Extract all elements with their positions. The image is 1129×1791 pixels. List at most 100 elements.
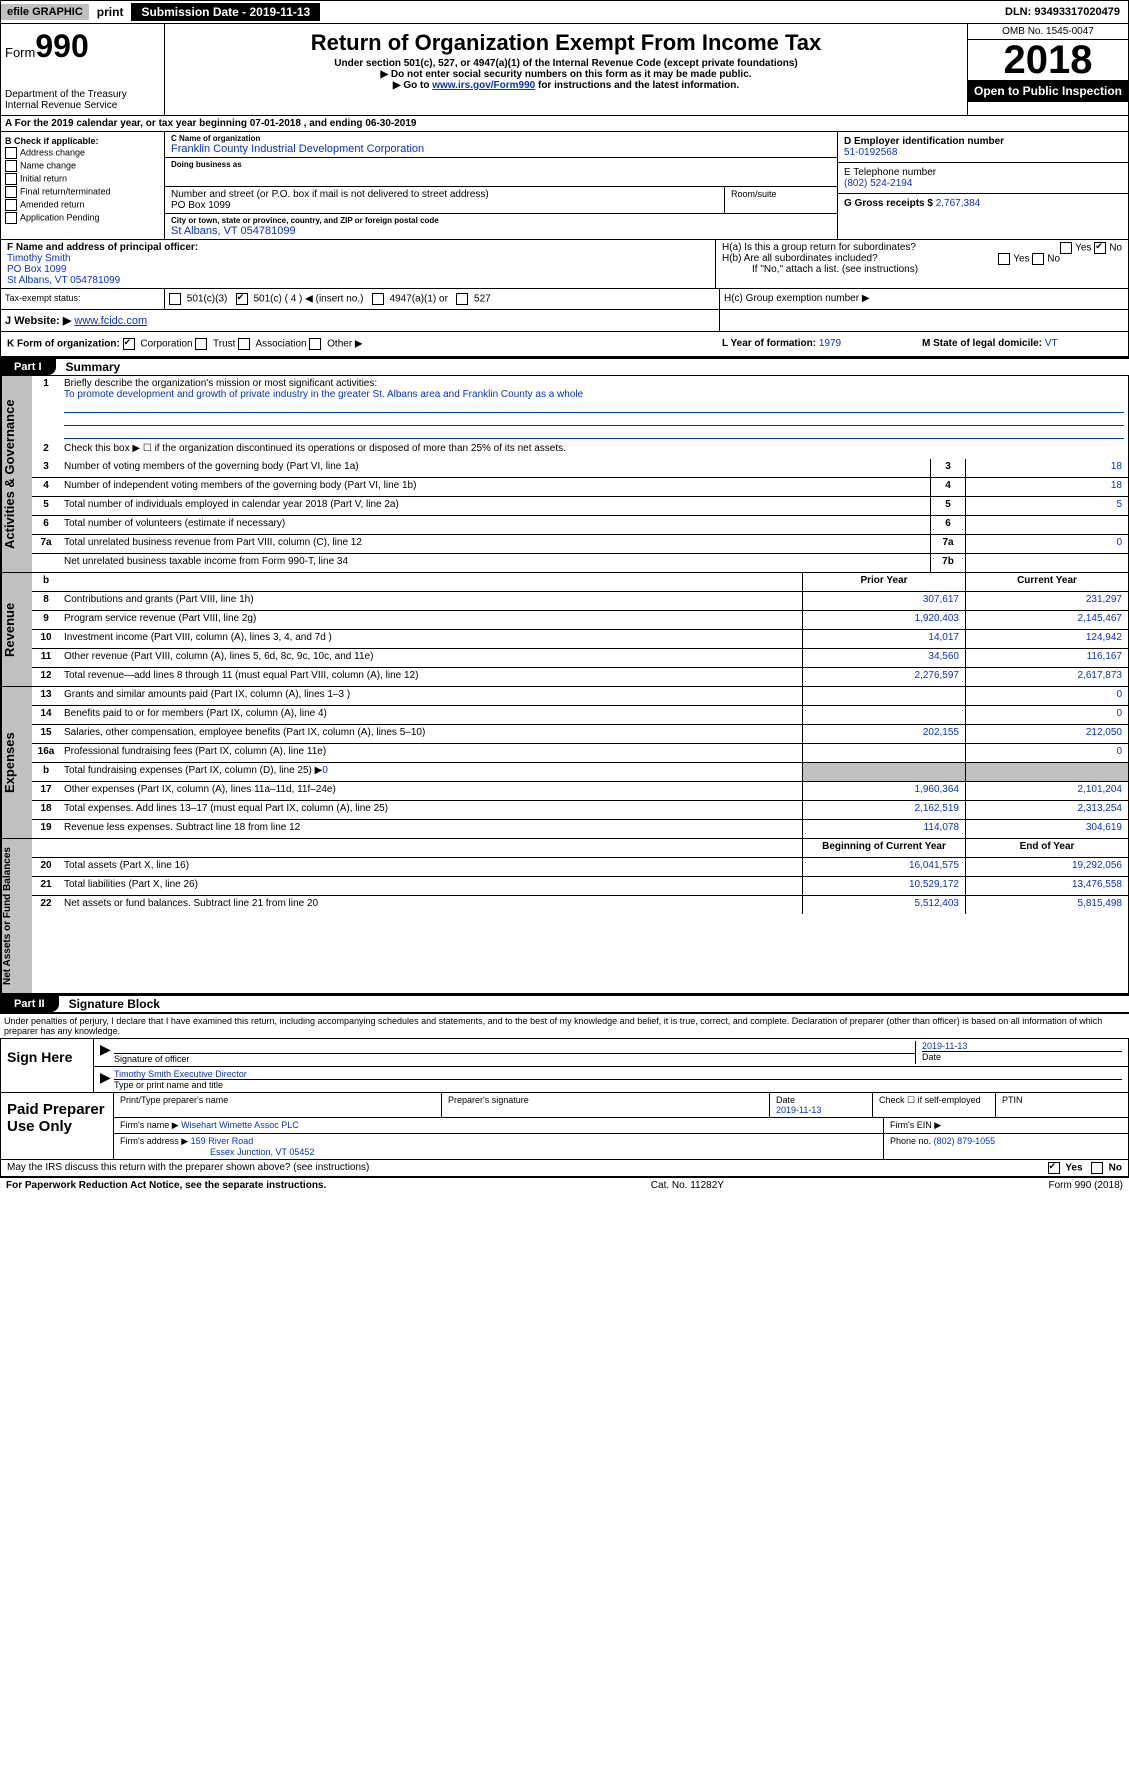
firm-address: 159 River Road xyxy=(191,1136,254,1146)
chk-application-pending[interactable]: Application Pending xyxy=(20,212,100,222)
subtitle-2: ▶ Do not enter social security numbers o… xyxy=(169,69,963,80)
room-suite-label: Room/suite xyxy=(725,187,837,213)
val-4: 18 xyxy=(965,478,1128,496)
chk-final-return[interactable]: Final return/terminated xyxy=(20,186,111,196)
firm-name: Wisehart Wimette Assoc PLC xyxy=(181,1120,299,1130)
val-7b xyxy=(965,554,1128,572)
chk-amended[interactable]: Amended return xyxy=(20,199,85,209)
city-label: City or town, state or province, country… xyxy=(171,216,831,225)
vtab-governance: Activities & Governance xyxy=(1,376,32,572)
part2-title: Signature Block xyxy=(59,997,160,1011)
subtitle-3b: for instructions and the latest informat… xyxy=(535,80,739,91)
state-domicile: VT xyxy=(1045,338,1058,349)
section-klm: K Form of organization: Corporation Trus… xyxy=(0,332,1129,357)
form-number: 990 xyxy=(35,28,88,64)
hc-label: H(c) Group exemption number ▶ xyxy=(719,289,1128,309)
hb-note: If "No," attach a list. (see instruction… xyxy=(722,264,1122,275)
year-formation: 1979 xyxy=(819,338,841,349)
ein-value: 51-0192568 xyxy=(844,147,897,158)
open-to-public: Open to Public Inspection xyxy=(968,80,1128,102)
instructions-link[interactable]: www.irs.gov/Form990 xyxy=(432,80,535,91)
dba-label: Doing business as xyxy=(171,160,831,169)
ha-label: H(a) Is this a group return for subordin… xyxy=(722,242,916,253)
penalty-text: Under penalties of perjury, I declare th… xyxy=(0,1012,1129,1038)
officer-name: Timothy Smith xyxy=(7,253,71,264)
tax-exempt-label: Tax-exempt status: xyxy=(1,289,165,309)
subtitle-1: Under section 501(c), 527, or 4947(a)(1)… xyxy=(169,58,963,69)
arrow-icon: ▶ xyxy=(100,1069,114,1090)
section-a: A For the 2019 calendar year, or tax yea… xyxy=(0,116,1129,132)
dln: DLN: 93493317020479 xyxy=(997,4,1128,20)
part2-header: Part II Signature Block xyxy=(0,994,1129,1012)
section-i: Tax-exempt status: 501(c)(3) 501(c) ( 4 … xyxy=(0,289,1129,310)
submission-date: Submission Date - 2019-11-13 xyxy=(131,3,320,21)
gross-label: G Gross receipts $ xyxy=(844,198,933,209)
org-name: Franklin County Industrial Development C… xyxy=(171,143,831,155)
part1-tab: Part I xyxy=(0,359,56,375)
val-6 xyxy=(965,516,1128,534)
val-7a: 0 xyxy=(965,535,1128,553)
dept-treasury: Department of the Treasury Internal Reve… xyxy=(5,89,160,111)
tel-label: E Telephone number xyxy=(844,167,936,178)
section-fh: F Name and address of principal officer:… xyxy=(0,240,1129,289)
netassets-block: Net Assets or Fund Balances Beginning of… xyxy=(0,839,1129,994)
print-name-label: Type or print name and title xyxy=(114,1079,1122,1090)
sign-here-block: Sign Here ▶ Signature of officer 2019-11… xyxy=(0,1038,1129,1093)
arrow-icon: ▶ xyxy=(100,1041,114,1064)
officer-print-name: Timothy Smith Executive Director xyxy=(114,1069,247,1079)
footer-mid: Cat. No. 11282Y xyxy=(651,1180,724,1191)
gross-value: 2,767,384 xyxy=(936,198,981,209)
date-label: Date xyxy=(922,1051,1122,1062)
ein-label: D Employer identification number xyxy=(844,136,1004,147)
revenue-block: Revenue bPrior YearCurrent Year 8Contrib… xyxy=(0,573,1129,687)
city-value: St Albans, VT 054781099 xyxy=(171,225,831,237)
website-link[interactable]: www.fcidc.com xyxy=(74,315,147,327)
governance-block: Activities & Governance 1 Briefly descri… xyxy=(0,375,1129,573)
subtitle-3a: ▶ Go to xyxy=(393,80,432,91)
discuss-question: May the IRS discuss this return with the… xyxy=(7,1162,1048,1174)
chk-initial-return[interactable]: Initial return xyxy=(20,173,67,183)
k-label: K Form of organization: xyxy=(7,339,120,350)
part2-tab: Part II xyxy=(0,996,59,1012)
val-3: 18 xyxy=(965,459,1128,477)
paid-preparer-label: Paid Preparer Use Only xyxy=(1,1093,114,1159)
firm-phone: (802) 879-1055 xyxy=(934,1136,996,1146)
address-value: PO Box 1099 xyxy=(171,200,718,211)
b-header: B Check if applicable: xyxy=(5,136,99,146)
top-bar: efile GRAPHIC print Submission Date - 20… xyxy=(0,0,1129,24)
part1-header: Part I Summary xyxy=(0,357,1129,375)
address-label: Number and street (or P.O. box if mail i… xyxy=(171,189,718,200)
c-name-label: C Name of organization xyxy=(171,134,831,143)
mission-text: To promote development and growth of pri… xyxy=(64,389,583,400)
form-header: Form990 Department of the Treasury Inter… xyxy=(0,24,1129,116)
chk-address-change[interactable]: Address change xyxy=(20,147,85,157)
paid-preparer-block: Paid Preparer Use Only Print/Type prepar… xyxy=(0,1093,1129,1160)
signature-label: Signature of officer xyxy=(114,1054,189,1064)
form-prefix: Form xyxy=(5,45,35,60)
efile-label: efile GRAPHIC xyxy=(1,4,89,20)
sign-here-label: Sign Here xyxy=(1,1039,94,1092)
vtab-netassets: Net Assets or Fund Balances xyxy=(1,839,32,993)
vtab-expenses: Expenses xyxy=(1,687,32,838)
f-label: F Name and address of principal officer: xyxy=(7,242,198,253)
hb-label: H(b) Are all subordinates included? xyxy=(722,253,878,264)
footer-left: For Paperwork Reduction Act Notice, see … xyxy=(6,1180,326,1191)
part1-title: Summary xyxy=(56,360,121,374)
officer-addr1: PO Box 1099 xyxy=(7,264,66,275)
website-label: J Website: ▶ xyxy=(5,315,71,327)
vtab-revenue: Revenue xyxy=(1,573,32,686)
tax-year: 2018 xyxy=(968,40,1128,80)
tel-value: (802) 524-2194 xyxy=(844,178,912,189)
section-bcd: B Check if applicable: Address change Na… xyxy=(0,132,1129,240)
footer-right: Form 990 (2018) xyxy=(1049,1180,1123,1191)
irs-discuss-row: May the IRS discuss this return with the… xyxy=(0,1160,1129,1177)
val-5: 5 xyxy=(965,497,1128,515)
officer-addr2: St Albans, VT 054781099 xyxy=(7,275,120,286)
chk-name-change[interactable]: Name change xyxy=(20,160,76,170)
print-link[interactable]: print xyxy=(89,3,132,21)
form-footer: For Paperwork Reduction Act Notice, see … xyxy=(0,1177,1129,1193)
section-j: J Website: ▶ www.fcidc.com xyxy=(0,310,1129,332)
expenses-block: Expenses 13Grants and similar amounts pa… xyxy=(0,687,1129,839)
sign-date: 2019-11-13 xyxy=(922,1041,967,1051)
form-title: Return of Organization Exempt From Incom… xyxy=(169,30,963,56)
